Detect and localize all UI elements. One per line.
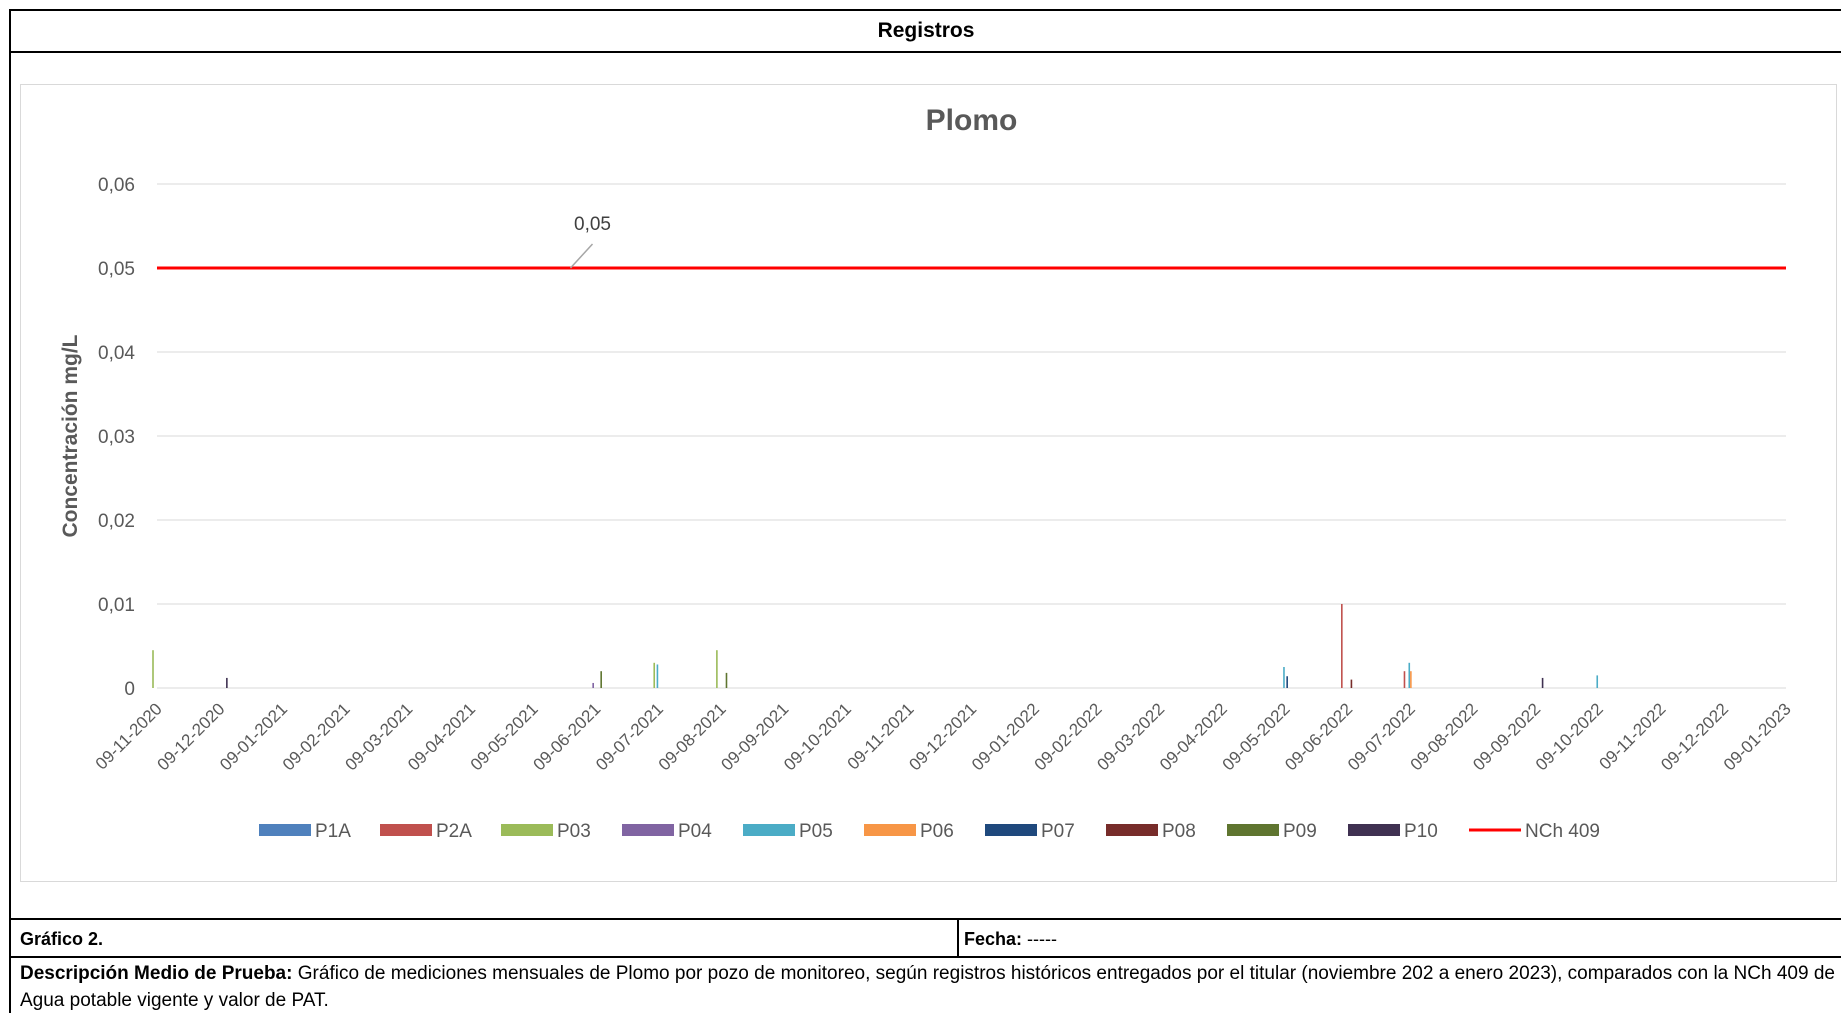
bar-p2a (1341, 604, 1343, 688)
legend-label-p08: P08 (1162, 821, 1196, 842)
document-frame (9, 9, 1841, 1013)
legend-label-p06: P06 (920, 821, 954, 842)
legend-label-nch-409: NCh 409 (1525, 821, 1600, 842)
bar-p10 (1541, 677, 1544, 688)
row-separator (11, 918, 1841, 920)
header-title: Registros (877, 19, 975, 42)
description-label: Descripción Medio de Prueba: (20, 963, 293, 984)
legend-label-p07: P07 (1041, 821, 1075, 842)
bar-p10 (226, 677, 228, 688)
x-tick-label: 09-10-2022 (1532, 699, 1607, 774)
legend-swatch-p07 (985, 824, 1037, 836)
y-tick-label: 0,05 (98, 259, 135, 280)
y-tick-label: 0,06 (98, 175, 135, 196)
bar-p03 (152, 650, 154, 688)
description-text: Gráfico de mediciones mensuales de Plomo… (20, 963, 1835, 1011)
bar-p03 (716, 650, 718, 688)
y-axis-label: Concentración mg/L (59, 334, 82, 537)
data-label-leader (569, 243, 594, 269)
nch409-data-label: 0,05 (574, 214, 611, 235)
bar-p05 (1283, 667, 1285, 688)
legend-swatch-p2a (380, 824, 432, 836)
y-tick-label: 0,04 (98, 343, 135, 364)
row-separator (11, 956, 1841, 958)
legend-swatch-p06 (864, 824, 916, 836)
legend-label-p09: P09 (1283, 821, 1317, 842)
column-separator (957, 920, 959, 958)
legend-label-p05: P05 (799, 821, 833, 842)
chart-area: Plomo 0 0,01 0,02 0,03 0,04 0,05 0,06 Concentrac… (20, 84, 1837, 882)
legend-swatch-p10 (1348, 824, 1400, 836)
legend-label-p1a: P1A (315, 821, 351, 842)
legend-label-p10: P10 (1404, 821, 1438, 842)
bar-p07 (1286, 676, 1288, 688)
legend-label-p04: P04 (678, 821, 712, 842)
bar-p05 (1408, 662, 1411, 688)
bar-p08 (1350, 679, 1353, 688)
bar-p09 (600, 671, 602, 688)
x-tick-label: 09-01-2023 (1720, 699, 1795, 774)
grafico-label: Gráfico 2. (20, 929, 104, 949)
legend-swatch-p05 (743, 824, 795, 836)
bar-p04 (592, 682, 594, 688)
legend-swatch-p04 (622, 824, 674, 836)
bar-p03 (653, 662, 656, 688)
legend-swatch-p08 (1106, 824, 1158, 836)
plomo-chart: Plomo 0 0,01 0,02 0,03 0,04 0,05 0,06 Concentrac… (59, 104, 1795, 842)
x-tick-label: 09-10-2021 (780, 699, 855, 774)
bar-p09 (725, 672, 728, 688)
y-tick-label: 0 (124, 679, 135, 700)
bar-p2a (1403, 671, 1406, 688)
y-tick-label: 0,02 (98, 511, 135, 532)
y-tick-label: 0,01 (98, 595, 135, 616)
description-cell: Descripción Medio de Prueba: Gráfico de … (20, 960, 1835, 1014)
fecha-value: ----- (1027, 929, 1058, 949)
legend-label-p2a: P2A (436, 821, 472, 842)
fecha-label: Fecha: (964, 929, 1023, 949)
bar-p05 (656, 664, 659, 688)
bar-p06 (1410, 671, 1412, 688)
legend-swatch-p09 (1227, 824, 1279, 836)
section-header: Registros (11, 11, 1841, 53)
y-tick-label: 0,03 (98, 427, 135, 448)
bar-p05 (1596, 675, 1599, 688)
legend-swatch-p03 (501, 824, 553, 836)
legend-label-p03: P03 (557, 821, 591, 842)
legend-swatch-p1a (259, 824, 311, 836)
chart-title: Plomo (926, 104, 1018, 137)
fecha-cell: Fecha: ----- (964, 929, 1057, 950)
